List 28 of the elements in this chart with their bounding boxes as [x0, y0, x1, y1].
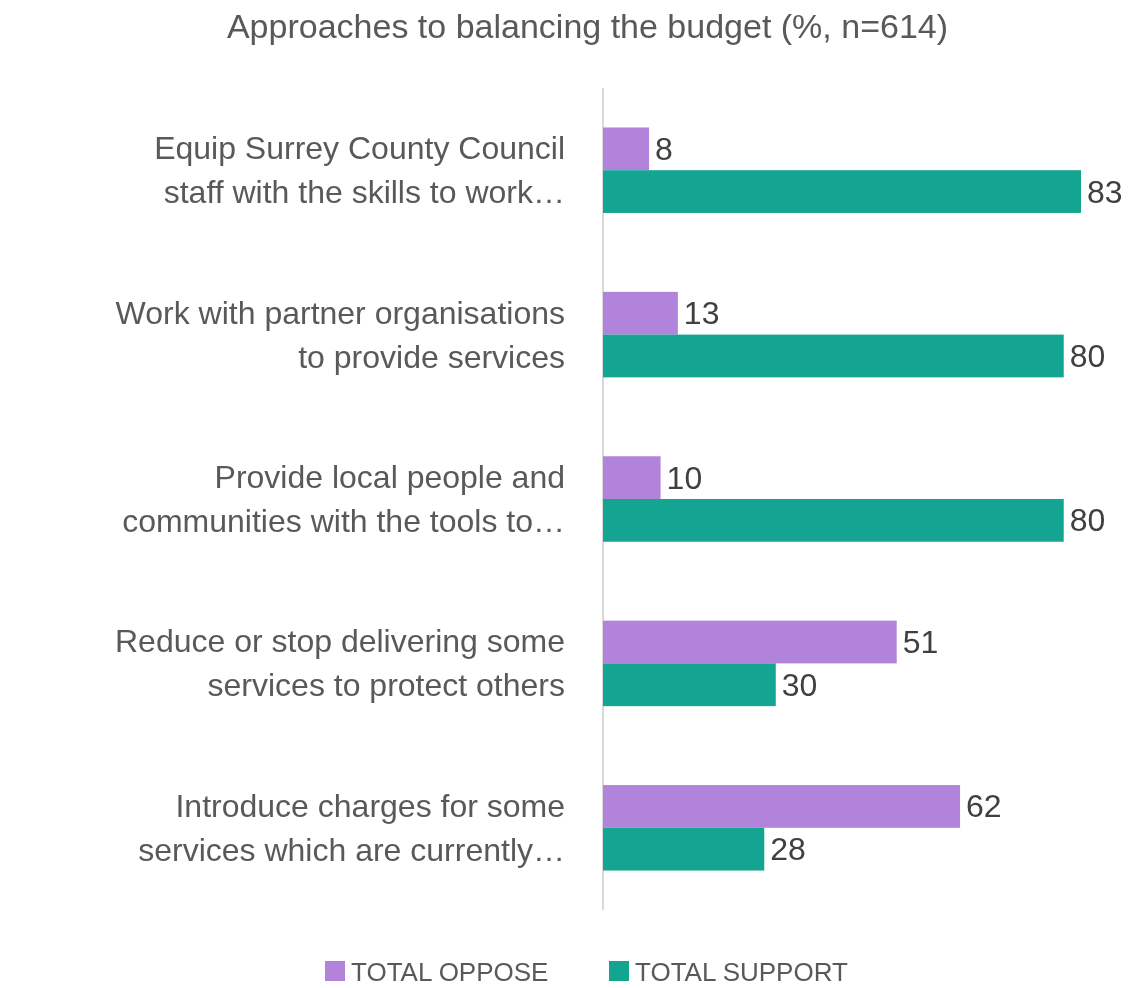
y-tick-label: Work with partner organisations to provide services [115, 294, 565, 375]
y-tick-label: Equip Surrey County Council staff with the skills to work… [154, 130, 565, 211]
y-tick-label: Introduce charges for some services which are currently… [138, 787, 565, 868]
bar [603, 170, 1081, 213]
data-label: 28 [770, 831, 806, 868]
data-label: 51 [902, 624, 939, 661]
data-label: 62 [966, 788, 1002, 825]
bar [603, 127, 650, 171]
bar [603, 785, 961, 828]
data-label: 8 [655, 130, 673, 167]
data-label: 80 [1069, 502, 1106, 539]
data-label: 83 [1087, 173, 1123, 210]
y-tick-label: Provide local people and communities with the tools to… [122, 459, 565, 539]
data-label: 30 [781, 666, 818, 703]
bar [603, 663, 776, 707]
y-tick-label: Reduce or stop delivering some services to protect others [114, 623, 565, 704]
data-label: 80 [1069, 337, 1106, 374]
bar [603, 620, 897, 664]
bar [603, 499, 1064, 542]
chart-title: Approaches to balancing the budget (%, n=614) [226, 7, 949, 45]
data-label: 13 [683, 295, 720, 332]
bar [603, 291, 678, 335]
data-label: 10 [666, 459, 703, 496]
bar [603, 827, 765, 871]
legend-label: TOTAL SUPPORT [635, 957, 848, 987]
legend-label: TOTAL OPPOSE [351, 957, 549, 987]
bar [603, 334, 1064, 378]
bar [603, 456, 661, 499]
